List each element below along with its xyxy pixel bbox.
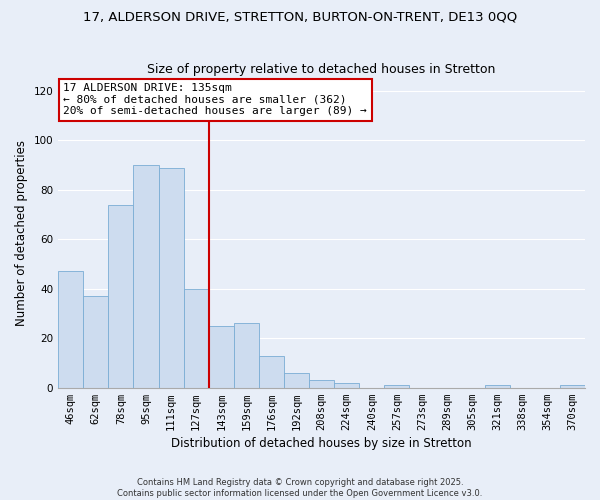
Text: 17, ALDERSON DRIVE, STRETTON, BURTON-ON-TRENT, DE13 0QQ: 17, ALDERSON DRIVE, STRETTON, BURTON-ON-… bbox=[83, 10, 517, 23]
Bar bbox=[284, 373, 309, 388]
Bar bbox=[385, 385, 409, 388]
Bar bbox=[184, 289, 209, 388]
Bar bbox=[560, 385, 585, 388]
Y-axis label: Number of detached properties: Number of detached properties bbox=[15, 140, 28, 326]
Bar bbox=[259, 356, 284, 388]
Bar bbox=[309, 380, 334, 388]
Bar bbox=[209, 326, 234, 388]
Bar bbox=[58, 272, 83, 388]
Bar bbox=[234, 324, 259, 388]
Title: Size of property relative to detached houses in Stretton: Size of property relative to detached ho… bbox=[148, 63, 496, 76]
Bar bbox=[133, 165, 158, 388]
Bar bbox=[109, 204, 133, 388]
Text: Contains HM Land Registry data © Crown copyright and database right 2025.
Contai: Contains HM Land Registry data © Crown c… bbox=[118, 478, 482, 498]
Bar bbox=[334, 382, 359, 388]
Bar bbox=[485, 385, 510, 388]
Bar bbox=[158, 168, 184, 388]
Text: 17 ALDERSON DRIVE: 135sqm
← 80% of detached houses are smaller (362)
20% of semi: 17 ALDERSON DRIVE: 135sqm ← 80% of detac… bbox=[64, 83, 367, 116]
Bar bbox=[83, 296, 109, 388]
X-axis label: Distribution of detached houses by size in Stretton: Distribution of detached houses by size … bbox=[171, 437, 472, 450]
